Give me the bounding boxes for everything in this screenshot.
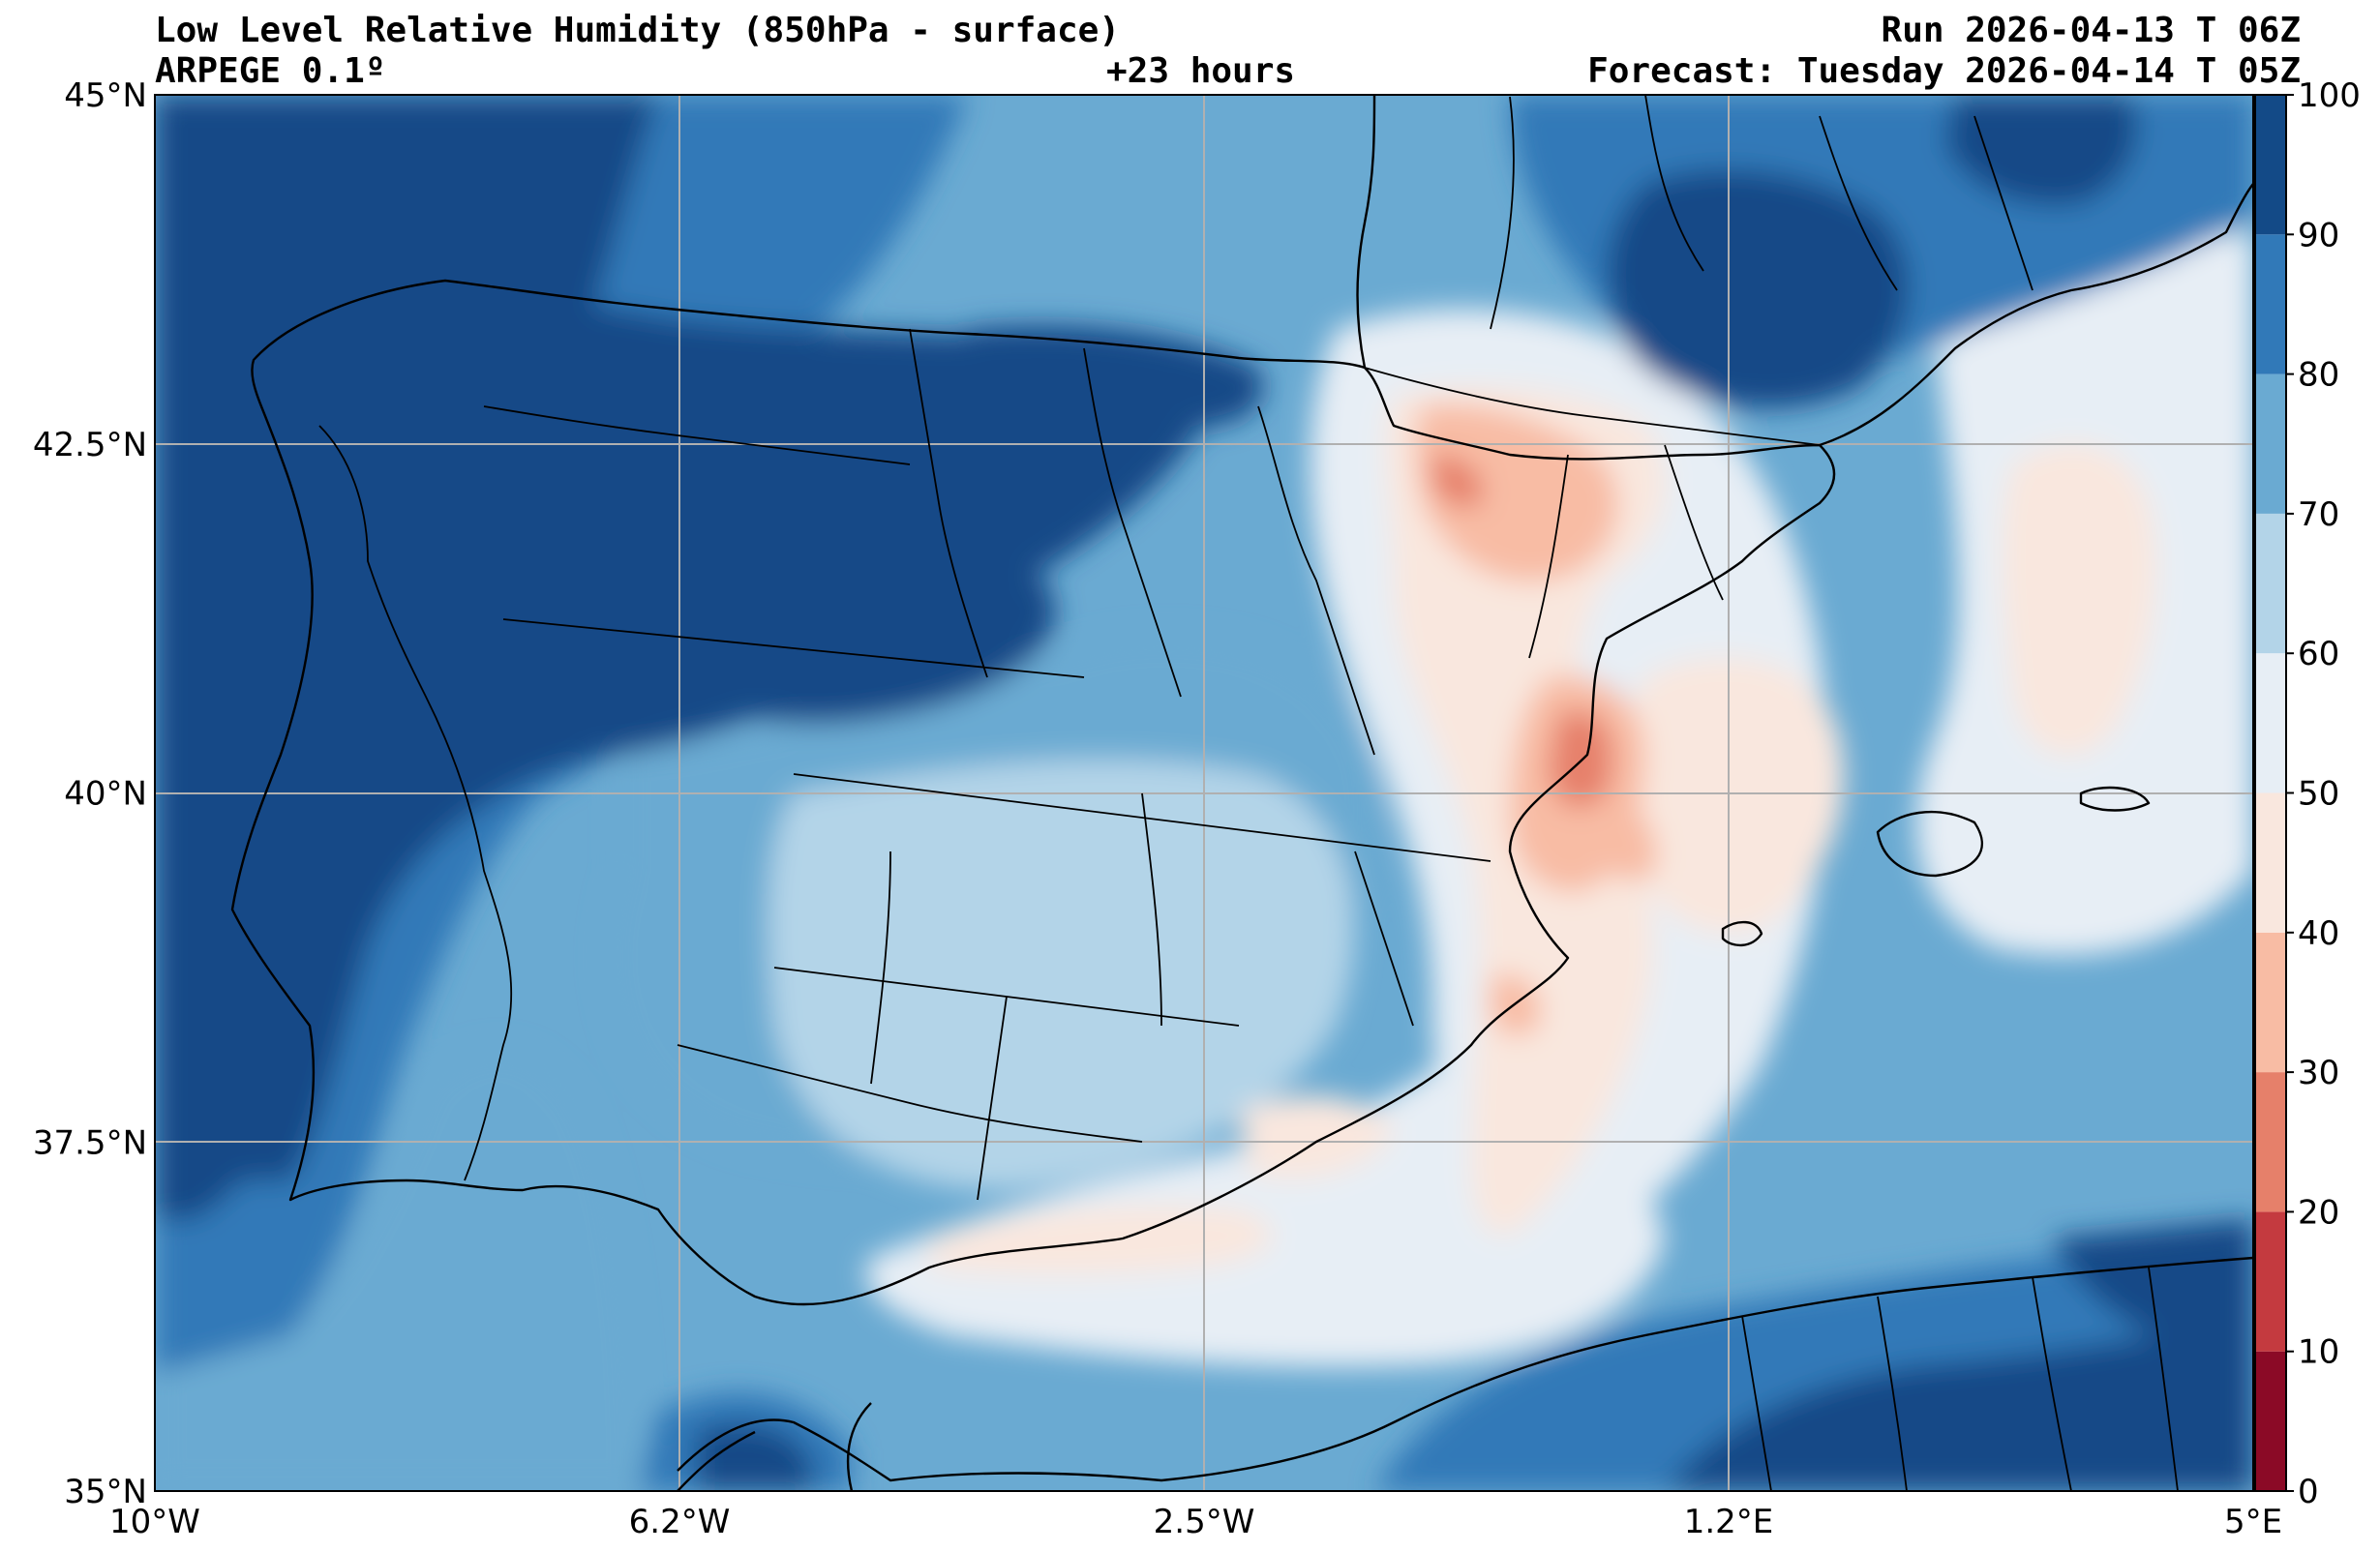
lon-tick-label: 10°W <box>109 1503 200 1541</box>
colorbar-tick-label: 0 <box>2298 1473 2319 1511</box>
colorbar-tick-label: 20 <box>2298 1193 2339 1232</box>
colorbar-segment <box>2255 234 2286 374</box>
colorbar-segment <box>2255 653 2286 793</box>
colorbar: 0 10 20 30 40 50 60 70 80 90 100 <box>2254 76 2361 1511</box>
coastlines <box>230 95 2253 1491</box>
run-label: Run 2026-04-13 T 06Z <box>1881 11 2301 50</box>
forecast-label: Forecast: Tuesday 2026-04-14 T 05Z <box>1587 51 2301 91</box>
colorbar-tick-label: 50 <box>2298 775 2339 814</box>
lon-tick-label: 6.2°W <box>629 1503 731 1541</box>
admin-borders <box>318 95 2179 1491</box>
lead-time-label: +23 hours <box>1106 51 1296 91</box>
colorbar-segment <box>2255 932 2286 1073</box>
colorbar-tick-label: 100 <box>2298 76 2361 115</box>
lon-tick-label: 2.5°W <box>1154 1503 1255 1541</box>
colorbar-tick-label: 90 <box>2298 216 2339 254</box>
model-label: ARPEGE 0.1º <box>155 51 386 91</box>
colorbar-segment <box>2255 95 2286 235</box>
colorbar-segment <box>2255 1351 2286 1491</box>
colorbar-tick-label: 40 <box>2298 914 2339 953</box>
lat-tick-label: 42.5°N <box>33 426 147 464</box>
longitude-tick-labels: 10°W 6.2°W 2.5°W 1.2°E 5°E <box>109 1503 2282 1541</box>
colorbar-tick-label: 60 <box>2298 635 2339 673</box>
colorbar-segment <box>2255 513 2286 654</box>
lat-tick-label: 35°N <box>64 1473 147 1511</box>
colorbar-segment <box>2255 1072 2286 1212</box>
colorbar-tick-label: 70 <box>2298 495 2339 534</box>
lon-tick-label: 1.2°E <box>1684 1503 1774 1541</box>
colorbar-tick-label: 30 <box>2298 1054 2339 1092</box>
humidity-field <box>155 95 2253 1491</box>
lat-tick-label: 40°N <box>64 775 147 814</box>
lat-tick-label: 45°N <box>64 76 147 115</box>
chart-title: Low Level Relative Humidity (850hPa - su… <box>155 11 1120 50</box>
colorbar-tick-label: 10 <box>2298 1333 2339 1372</box>
lat-tick-label: 37.5°N <box>33 1123 147 1162</box>
colorbar-segment <box>2255 792 2286 933</box>
lon-tick-label: 5°E <box>2224 1503 2282 1541</box>
latitude-tick-labels: 35°N 37.5°N 40°N 42.5°N 45°N <box>33 76 147 1511</box>
colorbar-segment <box>2255 373 2286 514</box>
map-frame <box>154 94 2254 1492</box>
colorbar-tick-label: 80 <box>2298 356 2339 395</box>
gridlines <box>155 95 2253 1491</box>
colorbar-segment <box>2255 1211 2286 1352</box>
